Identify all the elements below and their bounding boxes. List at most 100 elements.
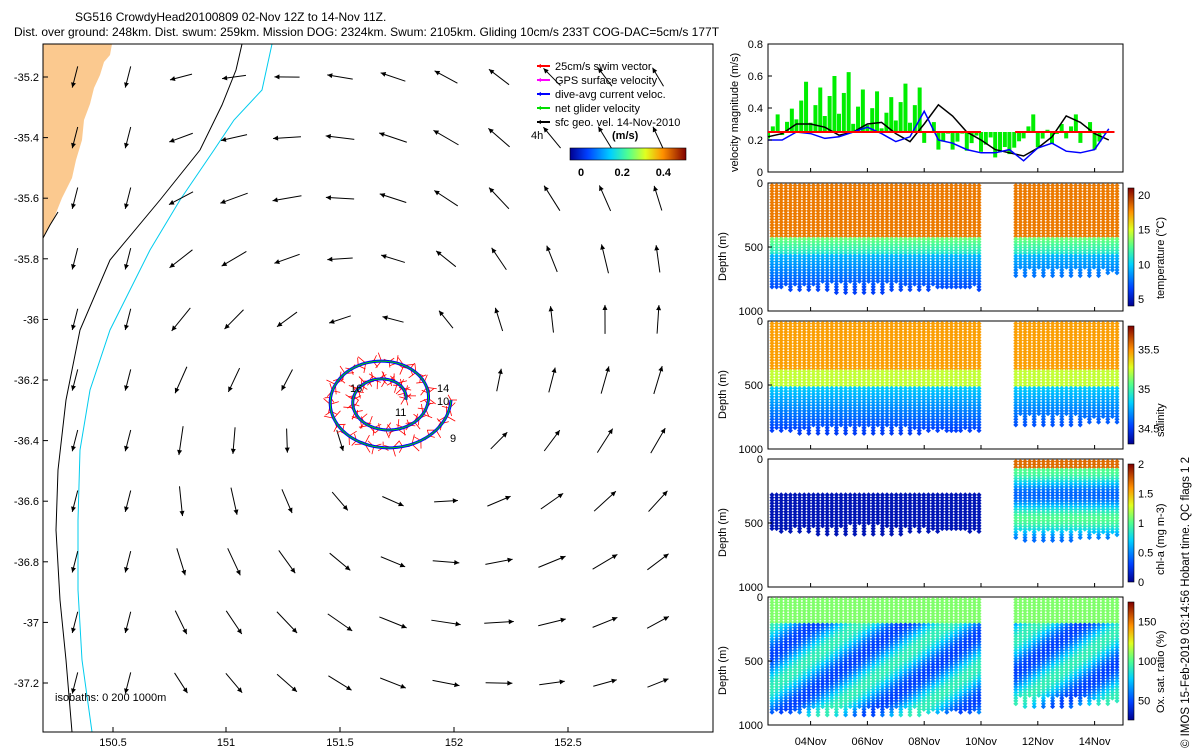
geo-arrowhead (610, 491, 616, 497)
geo-arrowhead (71, 688, 76, 694)
map-xtick-label: 150.5 (99, 737, 127, 749)
legend-arrowhead (537, 120, 541, 124)
legend-label: GPS surface velocity (555, 75, 658, 87)
geo-arrowhead (181, 569, 187, 576)
swim-vector (326, 379, 336, 385)
map-ytick-label: -35.6 (14, 193, 39, 205)
geo-arrowhead (653, 185, 659, 192)
geo-arrowhead (228, 386, 233, 392)
geo-arrowhead (505, 495, 511, 501)
isobath-200 (55, 44, 243, 732)
geo-arrowhead (342, 504, 348, 511)
geo-arrowhead (381, 254, 387, 260)
geo-arrowhead (455, 621, 461, 627)
swim-vector (446, 415, 456, 422)
geo-arrowhead (656, 305, 662, 311)
geo-arrowhead (71, 263, 76, 270)
map-xtick-label: 151.5 (326, 737, 354, 749)
geo-arrowhead (71, 627, 76, 634)
day-label: 10 (437, 396, 449, 408)
geo-arrowhead (452, 498, 458, 504)
map-ytick-label: -37 (23, 617, 39, 629)
isobath-1000 (77, 44, 273, 732)
legend-aux-4h: 4h (531, 130, 543, 142)
map-ytick-label: -35.8 (14, 254, 39, 266)
geo-arrowhead (400, 683, 406, 689)
geo-arrowhead (327, 256, 333, 262)
geo-arrowhead (607, 428, 613, 435)
geo-arrowhead (220, 137, 227, 142)
geo-arrowhead (273, 135, 279, 141)
geo-arrowhead (398, 501, 404, 507)
legend-label: dive-avg current veloc. (555, 89, 666, 101)
geo-arrowhead (291, 627, 298, 634)
geo-arrowhead (71, 506, 76, 512)
geo-arrowhead (325, 133, 331, 139)
geo-arrowhead (170, 76, 176, 82)
geo-arrowhead (598, 67, 604, 74)
legend-label: sfc geo. vel. 14-Nov-2010 (555, 117, 680, 129)
map-ytick-label: -36.8 (14, 557, 39, 569)
geo-arrowhead (179, 510, 185, 517)
colorbar-tick-label: 0.4 (656, 167, 672, 179)
geo-arrowhead (611, 554, 618, 560)
geo-arrowhead (124, 142, 129, 149)
geo-arrowhead (182, 628, 187, 635)
geo-arrowhead (399, 562, 406, 568)
geo-arrowhead (605, 366, 610, 372)
geo-arrowhead (434, 70, 441, 76)
geo-arrowhead (600, 244, 606, 250)
geo-arrowhead (379, 132, 385, 137)
swim-vector (368, 415, 373, 426)
geo-arrowhead (124, 688, 129, 694)
velocity-ytick-label: 0.2 (748, 135, 763, 147)
day-label: 16 (350, 383, 362, 395)
geo-arrowhead (611, 616, 618, 622)
geo-arrowhead (287, 507, 293, 514)
geo-arrowhead (557, 493, 564, 499)
map-ytick-label: -36.2 (14, 375, 39, 387)
geo-arrowhead (598, 126, 604, 133)
geo-arrowhead (662, 490, 668, 497)
geo-arrowhead (652, 126, 658, 133)
geo-arrowhead (599, 185, 604, 192)
day-label: 11 (395, 407, 406, 419)
geo-arrowhead (560, 617, 566, 623)
geo-arrowhead (274, 74, 280, 80)
geo-arrowhead (554, 430, 560, 436)
legend-arrowhead (537, 64, 541, 68)
geo-arrowhead (491, 247, 497, 254)
isobath-0 (43, 211, 59, 239)
geo-arrowhead (497, 368, 503, 375)
geo-arrowhead (124, 82, 129, 88)
legend-label: 25cm/s swim vector (555, 61, 652, 73)
map-colorbar (569, 147, 687, 161)
map-frame (42, 43, 714, 733)
geo-arrowhead (327, 73, 333, 79)
geo-arrowhead (168, 200, 175, 205)
geo-arrowhead (559, 679, 565, 685)
geo-arrowhead (325, 195, 332, 201)
geo-arrowhead (224, 323, 230, 330)
geo-arrowhead (602, 304, 608, 310)
geo-arrowhead (124, 445, 129, 452)
geo-arrowhead (233, 509, 239, 515)
colorbar-title: (m/s) (612, 130, 639, 142)
colorbar-tick-label: 0 (578, 167, 584, 179)
geo-arrowhead (174, 387, 180, 394)
geo-arrowhead (182, 687, 188, 694)
geo-arrowhead (559, 555, 566, 561)
geo-arrowhead (276, 321, 283, 327)
geo-arrowhead (454, 559, 460, 565)
geo-arrowhead (489, 187, 495, 193)
geo-arrowhead (488, 69, 495, 75)
depth-tick-label: 500 (745, 242, 763, 254)
geo-arrowhead (611, 678, 617, 684)
map-xtick-label: 151 (217, 737, 235, 749)
section-colorbar (1127, 187, 1135, 307)
map-xtick-label: 152.5 (554, 737, 582, 749)
geo-arrowhead (548, 306, 554, 312)
